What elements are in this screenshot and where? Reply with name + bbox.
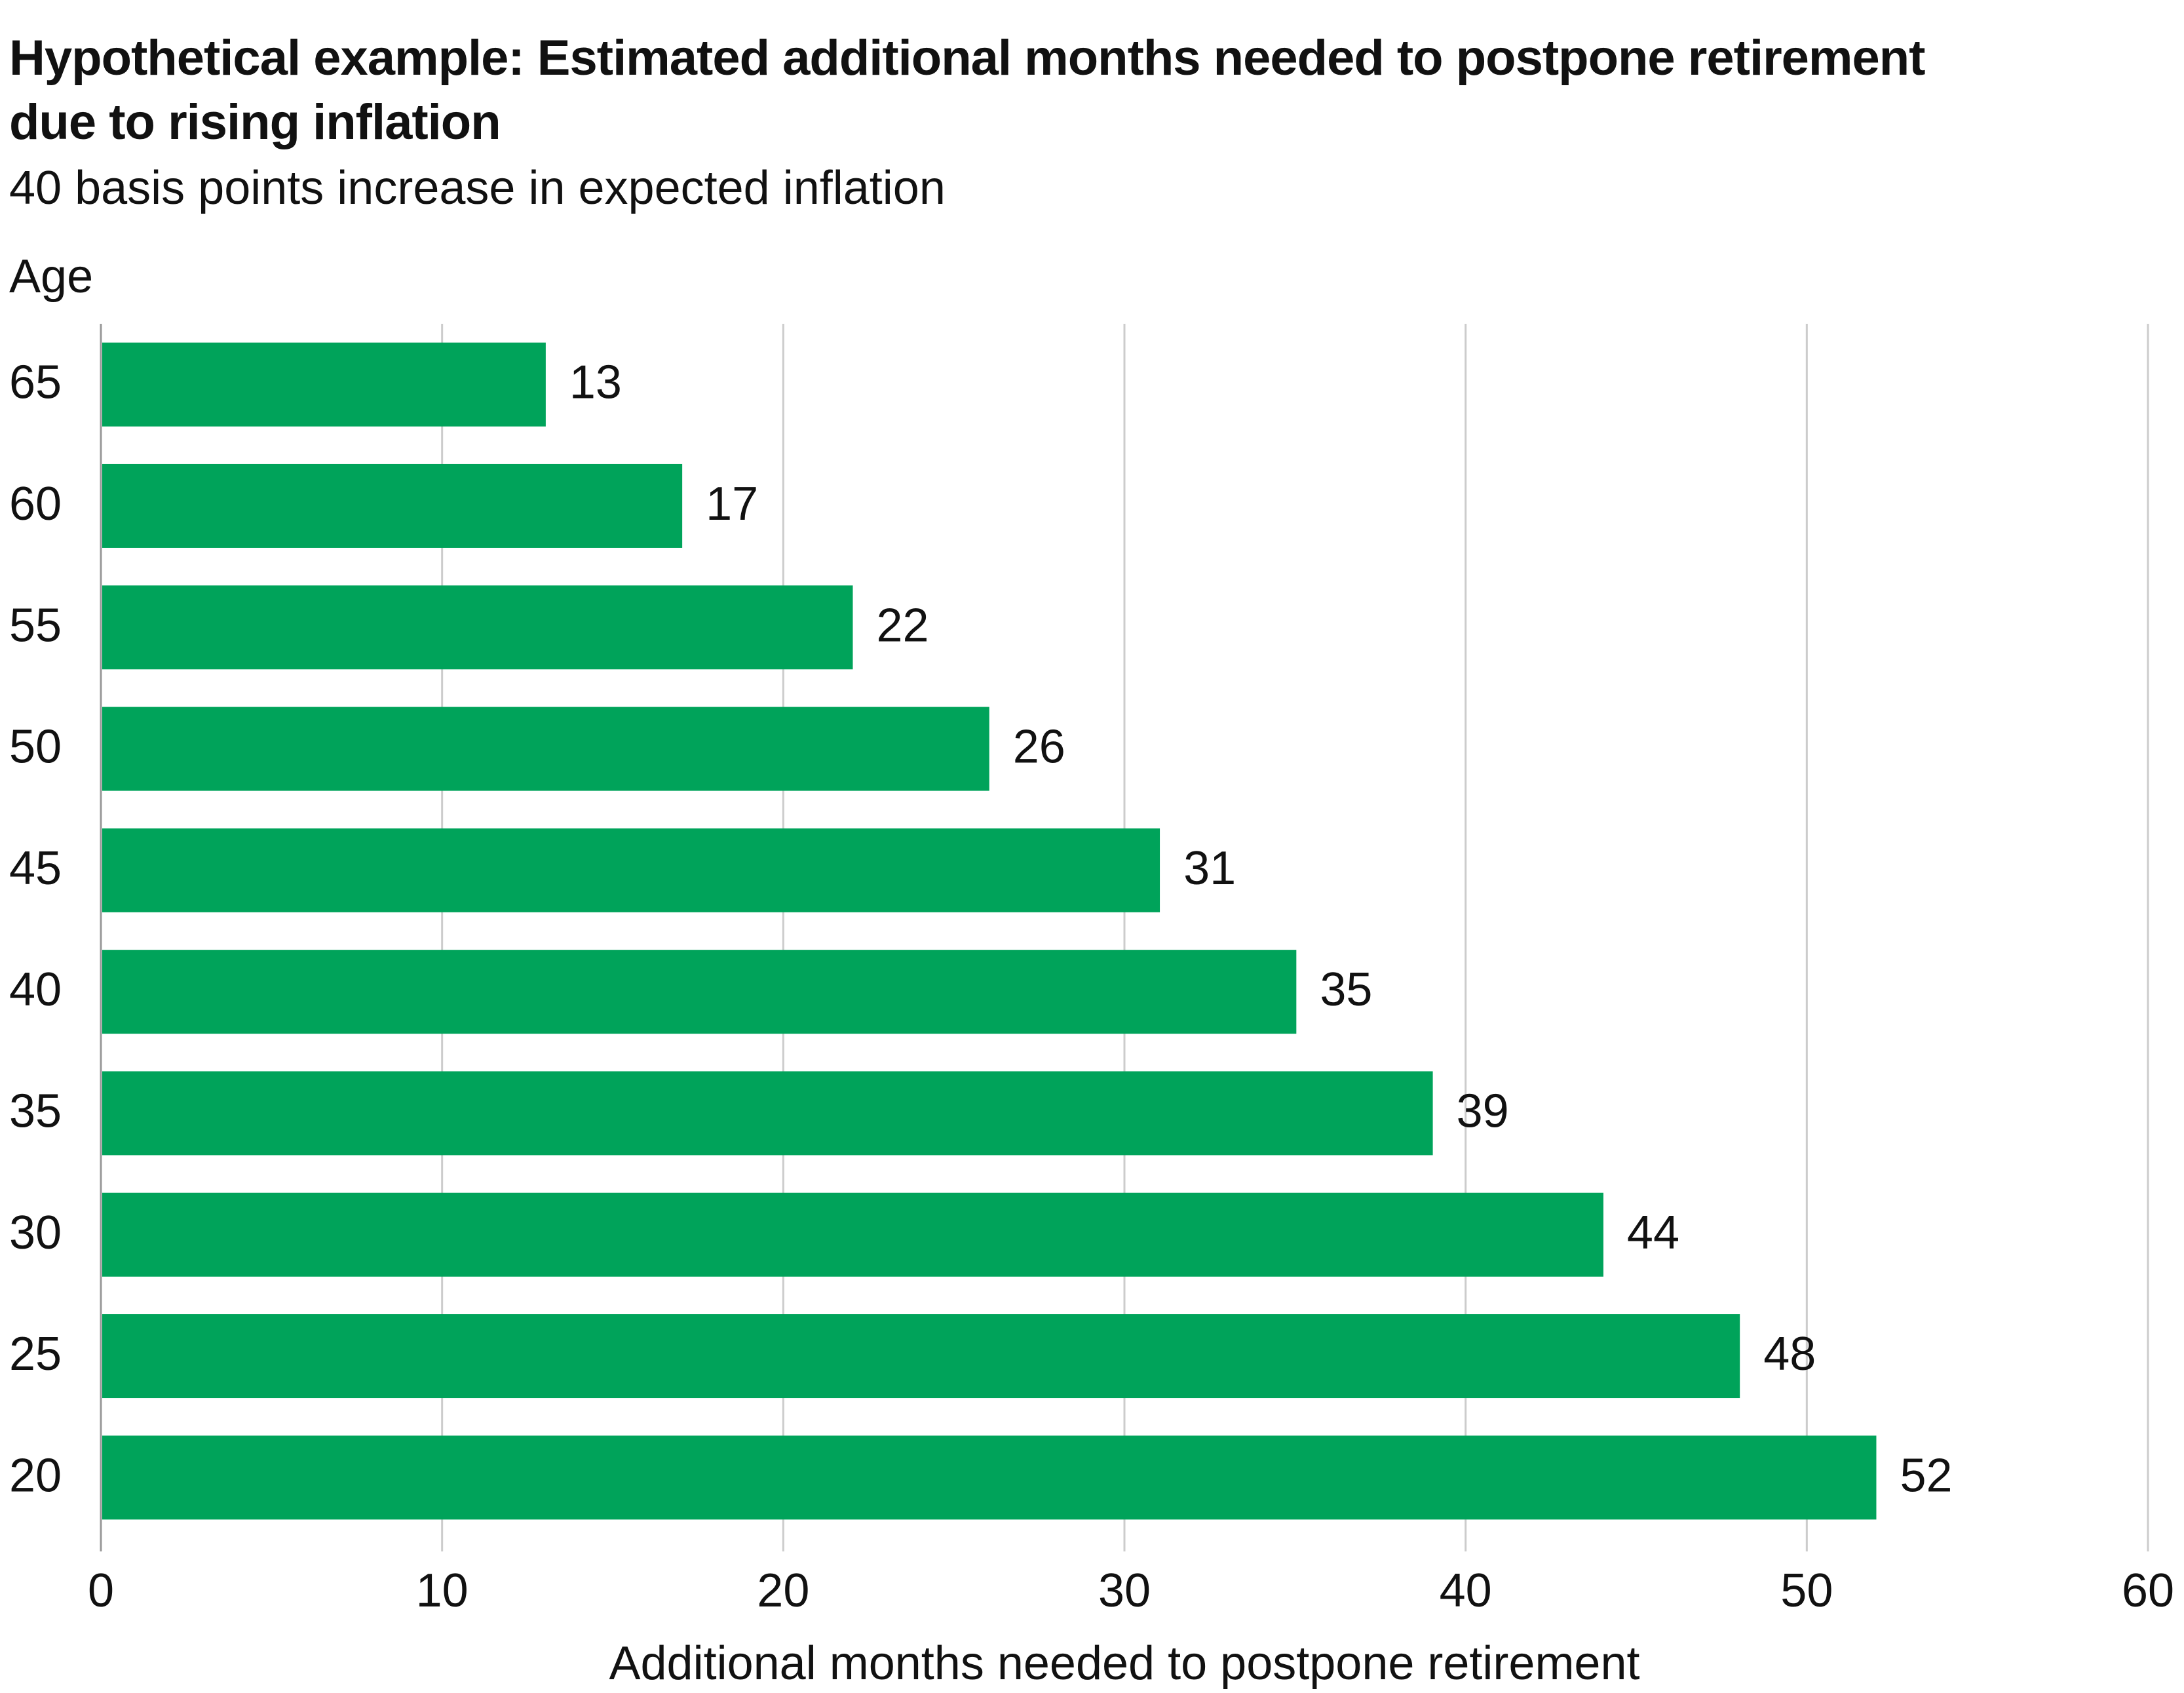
data-label: 48 (1763, 1328, 1816, 1380)
y-tick-label: 45 (9, 842, 62, 895)
x-axis-label: Additional months needed to postpone ret… (609, 1637, 1639, 1690)
bar (102, 585, 853, 670)
chart-title: Hypothetical example: Estimated addition… (9, 30, 1925, 150)
data-label: 13 (569, 357, 622, 409)
y-axis-label: Age (9, 250, 93, 303)
bar (102, 828, 1160, 912)
data-label: 35 (1320, 963, 1372, 1016)
data-label: 17 (706, 478, 758, 530)
x-tick-label: 50 (1780, 1565, 1833, 1617)
bar (102, 1071, 1433, 1156)
x-tick-label: 10 (416, 1565, 469, 1617)
y-tick-label: 40 (9, 963, 62, 1016)
data-label: 26 (1013, 721, 1065, 773)
y-tick-label: 65 (9, 357, 62, 409)
data-label: 44 (1627, 1207, 1679, 1259)
data-label: 39 (1457, 1085, 1509, 1137)
bar (102, 1314, 1740, 1399)
bar (102, 950, 1297, 1034)
x-tick-label: 0 (88, 1565, 114, 1617)
y-tick-label: 20 (9, 1449, 62, 1502)
data-label: 31 (1183, 842, 1236, 895)
y-tick-label: 55 (9, 599, 62, 652)
bar (102, 463, 683, 548)
bar (102, 342, 546, 427)
bar (102, 1192, 1603, 1277)
y-tick-label: 60 (9, 478, 62, 530)
x-tick-label: 40 (1440, 1565, 1492, 1617)
x-tick-label: 30 (1098, 1565, 1151, 1617)
y-tick-label: 35 (9, 1085, 62, 1137)
data-label: 52 (1900, 1449, 1952, 1502)
data-label: 22 (876, 599, 929, 652)
y-tick-label: 30 (9, 1207, 62, 1259)
bar (102, 707, 989, 791)
y-tick-label: 50 (9, 721, 62, 773)
bar (102, 1435, 1877, 1520)
x-tick-label: 20 (757, 1565, 809, 1617)
chart-subtitle: 40 basis points increase in expected inf… (9, 162, 946, 214)
x-tick-label: 60 (2122, 1565, 2174, 1617)
y-tick-label: 25 (9, 1328, 62, 1380)
